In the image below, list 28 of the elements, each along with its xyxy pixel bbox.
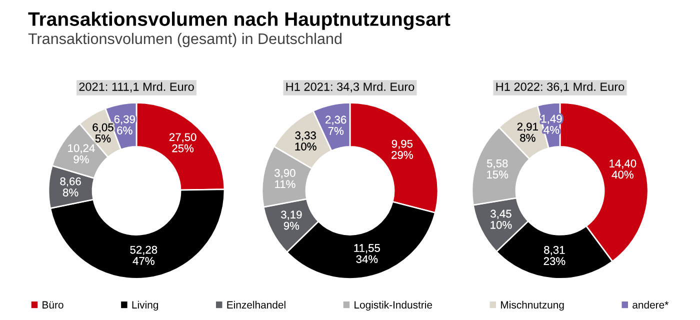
data-label: 2,36 7% xyxy=(326,116,346,135)
data-label: 52,28 47% xyxy=(130,246,158,265)
data-label: 8,31 23% xyxy=(544,246,566,266)
data-label: 8,66 8% xyxy=(60,177,81,196)
chart-title: Transaktionsvolumen nach Hauptnutzungsart xyxy=(28,12,450,30)
text: H1 2022: 36,1 Mrd. Euro xyxy=(496,82,624,92)
legend-label: Mischnutzung xyxy=(501,300,564,311)
legend-label: Büro xyxy=(42,301,64,309)
text: 2021: 111,1 Mrd. Euro xyxy=(79,82,194,92)
data-label: 14,40 40% xyxy=(610,160,636,179)
data-label: 6,39 6% xyxy=(114,115,135,134)
data-label: 3,45 10% xyxy=(490,210,512,229)
legend-label: Living xyxy=(132,300,158,311)
chart-subtitle: Transaktionsvolumen (gesamt) in Deutschland xyxy=(28,32,342,48)
data-label: 3,19 9% xyxy=(281,210,302,230)
legend-label: Logistik-Industrie xyxy=(354,300,432,311)
data-label: 3,33 10% xyxy=(295,131,316,150)
data-label: 11,55 34% xyxy=(354,244,380,264)
data-label: 2,91 8% xyxy=(517,122,538,142)
data-label: 27,50 25% xyxy=(169,133,196,152)
data-label: 9,95 29% xyxy=(392,140,413,159)
text: H1 2021: 34,3 Mrd. Euro xyxy=(286,82,414,92)
data-label: 10,24 9% xyxy=(68,144,95,164)
data-label: 3,90 11% xyxy=(274,169,296,188)
legend-label: Einzelhandel xyxy=(227,300,286,309)
legend-label: andere* xyxy=(632,300,668,309)
data-label: 5,58 15% xyxy=(487,159,508,178)
data-label: 6,05 5% xyxy=(92,123,114,142)
